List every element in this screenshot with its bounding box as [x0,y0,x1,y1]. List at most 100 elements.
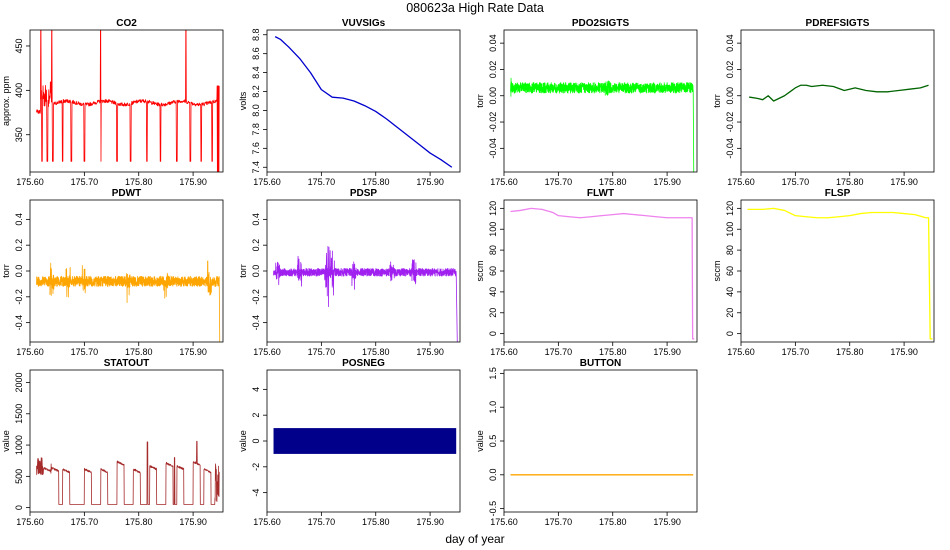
button-x-tick-label: 175.70 [545,517,573,527]
statout-y-tick-label: 0 [14,505,24,510]
pdrefsigts-x-tick-label: 175.80 [836,177,864,187]
statout-y-tick-label: 500 [14,469,24,484]
flsp-y-tick-label: 0 [725,331,735,336]
posneg-band [273,428,457,454]
flsp-y-tick-label: 60 [725,266,735,276]
pdo2sigts-y-tick-label: -0.02 [488,112,498,133]
vuvsigs-y-tick-label: 8.0 [251,104,261,117]
pdrefsigts-series-line [749,84,929,102]
vuvsigs-y-tick-label: 8.8 [251,28,261,41]
flsp-y-tick-label: 80 [725,245,735,255]
co2-x-tick-label: 175.70 [71,177,99,187]
statout-series-line [36,440,220,505]
pdrefsigts-y-tick-label: 0.04 [725,34,735,52]
flwt-series-line [510,207,695,340]
vuvsigs-title: VUVSIGs [342,18,386,29]
button-y-tick-label: 0.0 [488,469,498,482]
co2-x-tick-label: 175.80 [125,177,153,187]
pdsp-data [273,245,458,342]
pdo2sigts-x-tick-label: 175.80 [599,177,627,187]
pdo2sigts-frame [503,29,698,173]
pdsp-series-line [273,245,458,342]
posneg-x-tick-label: 175.90 [416,517,444,527]
flwt-y-tick-label: 40 [488,287,498,297]
statout-y-tick-label: 2000 [14,372,24,392]
vuvsigs-y-tick-label: 8.6 [251,47,261,60]
pdrefsigts-x-tick-label: 175.70 [782,177,810,187]
vuvsigs-x-tick-label: 175.70 [308,177,336,187]
pdwt-y-tick-label: -0.2 [14,289,24,305]
pdsp-title: PDSP [350,188,378,199]
flwt-frame [503,199,698,343]
vuvsigs-y-tick-label: 7.4 [251,161,261,174]
pdwt-y-tick-label: 0.2 [14,239,24,252]
pdo2sigts-y-tick-label: -0.04 [488,138,498,159]
button-title: BUTTON [580,358,621,369]
panel-flwt: FLWT sccm 175.60 175.70 175.80 175.90 0 20 40 60 8… [475,188,698,357]
vuvsigs-frame [266,29,461,173]
co2-frame [29,29,224,173]
posneg-y-label: value [238,430,248,452]
posneg-x-tick-label: 175.60 [253,517,281,527]
pdsp-y-tick-label: 0.4 [251,213,261,226]
flsp-title: FLSP [825,188,851,199]
statout-y-tick-label: 1000 [14,435,24,455]
panel-co2: CO2 approx. ppm 175.60 175.70 175.80 175.90 35… [1,18,224,187]
co2-title: CO2 [116,18,137,29]
pdsp-x-tick-label: 175.80 [362,347,390,357]
pdwt-x-tick-label: 175.70 [71,347,99,357]
pdsp-y-tick-label: -0.4 [251,315,261,331]
pdwt-x-tick-label: 175.80 [125,347,153,357]
pdsp-x-tick-label: 175.90 [416,347,444,357]
pdwt-x-tick-label: 175.90 [179,347,207,357]
pdwt-y-label: torr [1,264,11,278]
pdrefsigts-y-label: torr [712,94,722,108]
pdwt-data [36,260,221,342]
flwt-data [510,207,695,340]
statout-y-label: value [1,430,11,452]
statout-x-tick-label: 175.70 [71,517,99,527]
statout-frame [29,369,224,513]
co2-y-tick-label: 400 [14,83,24,98]
pdsp-y-tick-label: 0.2 [251,239,261,252]
panel-vuvsigs: VUVSIGs volts 175.60 175.70 175.80 175.90 7.4 7… [238,18,461,187]
pdo2sigts-x-tick-label: 175.90 [653,177,681,187]
button-y-tick-label: -0.5 [488,501,498,517]
flsp-frame [740,199,935,343]
flwt-y-tick-label: 20 [488,308,498,318]
co2-x-tick-label: 175.60 [16,177,44,187]
button-y-tick-label: 1.5 [488,367,498,380]
flwt-x-tick-label: 175.60 [490,347,518,357]
co2-x-tick-label: 175.90 [179,177,207,187]
panel-pdsp: PDSP torr 175.60 175.70 175.80 175.90 -0.4 -0.2… [238,188,461,357]
flwt-y-tick-label: 120 [488,201,498,216]
flwt-x-tick-label: 175.80 [599,347,627,357]
pdrefsigts-y-tick-label: -0.04 [725,138,735,159]
pdsp-y-label: torr [238,264,248,278]
vuvsigs-x-tick-label: 175.80 [362,177,390,187]
flwt-y-label: sccm [475,261,485,282]
vuvsigs-series-line [274,36,453,168]
flsp-series-line [747,207,933,340]
flsp-y-tick-label: 100 [725,222,735,237]
pdrefsigts-title: PDREFSIGTS [806,18,870,29]
statout-y-tick-label: 1500 [14,404,24,424]
flwt-y-tick-label: 80 [488,245,498,255]
flwt-x-tick-label: 175.90 [653,347,681,357]
posneg-y-tick-label: 0 [251,438,261,443]
co2-series-line [36,30,220,172]
pdsp-y-tick-label: -0.2 [251,289,261,305]
statout-x-tick-label: 175.90 [179,517,207,527]
panel-posneg: POSNEG value 175.60 175.70 175.80 175.90 -4 -2 0… [238,358,461,527]
statout-data [36,440,220,505]
posneg-title: POSNEG [342,358,385,369]
pdo2sigts-x-tick-label: 175.70 [545,177,573,187]
vuvsigs-x-tick-label: 175.60 [253,177,281,187]
button-frame [503,369,698,513]
statout-x-tick-label: 175.60 [16,517,44,527]
co2-y-tick-label: 450 [14,38,24,53]
pdsp-y-tick-label: 0.0 [251,265,261,278]
vuvsigs-y-tick-label: 8.4 [251,66,261,79]
pdo2sigts-title: PDO2SIGTS [572,18,630,29]
